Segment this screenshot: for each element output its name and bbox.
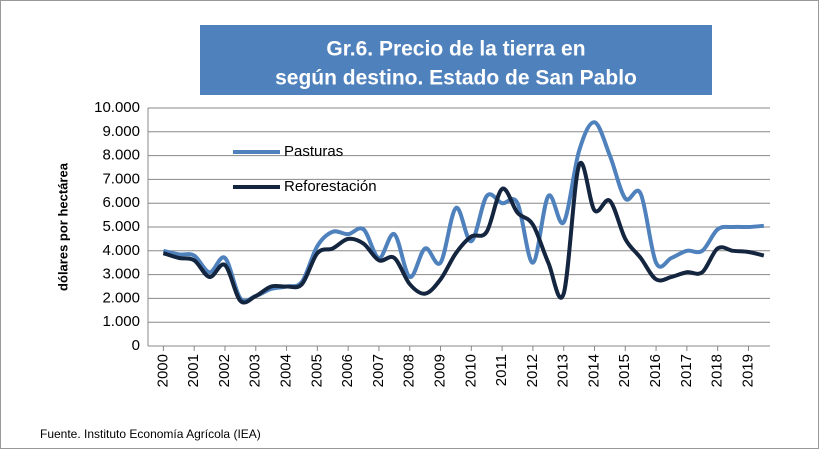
x-tick-label: 2010	[462, 354, 479, 387]
x-tick-label: 2015	[616, 354, 633, 387]
x-tick-label: 2011	[493, 354, 510, 386]
chart-title: según destino. Estado de San Pablo	[275, 67, 637, 90]
y-tick-label: 3.000	[102, 266, 140, 283]
legend-label: Pasturas	[284, 143, 343, 160]
x-tick-label: 2000	[154, 354, 171, 387]
x-tick-label: 2016	[647, 354, 664, 387]
x-tick-label: 2001	[185, 354, 202, 387]
x-tick-label: 2004	[278, 354, 295, 387]
y-tick-label: 7.000	[102, 170, 140, 187]
x-tick-label: 2017	[678, 354, 695, 387]
x-tick-label: 2008	[401, 354, 418, 387]
legend-label: Reforestación	[284, 178, 377, 195]
y-tick-label: 1.000	[102, 313, 140, 330]
y-tick-label: 8.000	[102, 147, 140, 164]
x-tick-label: 2002	[216, 354, 233, 387]
y-tick-label: 0	[132, 337, 140, 354]
x-tick-label: 2003	[247, 354, 264, 387]
x-tick-label: 2019	[739, 354, 756, 387]
y-tick-label: 10.000	[94, 99, 140, 116]
series-line	[162, 160, 765, 305]
y-tick-label: 9.000	[102, 123, 140, 140]
chart-title: Gr.6. Precio de la tierra en	[326, 38, 585, 61]
x-tick-label: 2005	[308, 354, 325, 387]
x-tick-label: 2007	[370, 354, 387, 387]
x-tick-label: 2009	[431, 354, 448, 387]
x-tick-label: 2014	[585, 354, 602, 387]
y-tick-label: 4.000	[102, 242, 140, 259]
x-tick-label: 2012	[524, 354, 541, 387]
y-tick-label: 6.000	[102, 194, 140, 211]
y-tick-label: 5.000	[102, 218, 140, 235]
source-note: Fuente. Instituto Economía Agrícola (IEA…	[40, 427, 261, 441]
x-tick-label: 2018	[709, 354, 726, 387]
title-box	[200, 25, 712, 95]
y-axis-label: dólares por hectárea	[55, 162, 70, 291]
x-tick-label: 2013	[555, 354, 572, 387]
y-tick-label: 2.000	[102, 289, 140, 306]
x-tick-label: 2006	[339, 354, 356, 387]
